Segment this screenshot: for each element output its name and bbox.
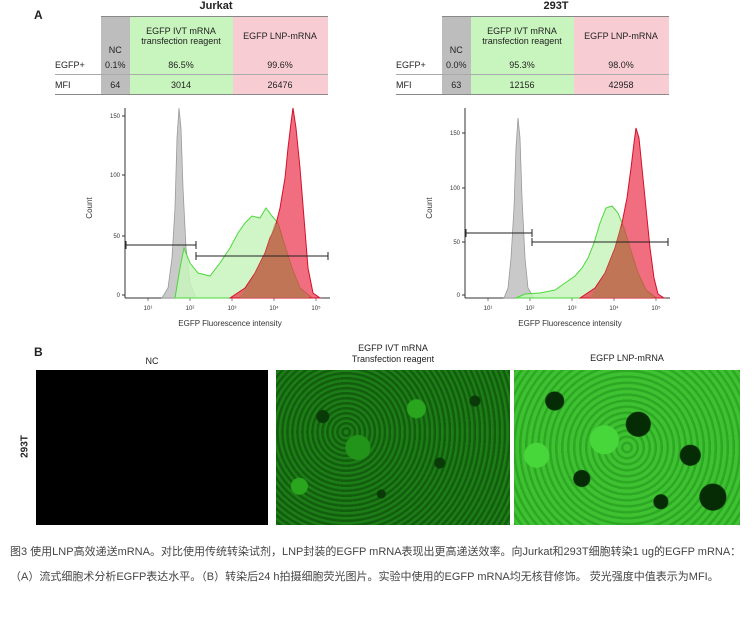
t293-xtick-1: 10¹ — [484, 306, 493, 312]
jurkat-xtick-5: 10⁵ — [311, 305, 321, 312]
t293-stats-table: NC EGFP IVT mRNA transfection reagent EG… — [396, 16, 669, 95]
t293-row-egfp-label: EGFP+ — [396, 59, 426, 70]
image-label-ivt-line2: Transfection reagent — [351, 354, 435, 364]
jurkat-row-egfp-label: EGFP+ — [55, 59, 85, 70]
jurkat-egfp-nc: 0.1% — [101, 55, 130, 75]
jurkat-header-nc: NC — [101, 16, 130, 55]
jurkat-mfi-ivt: 3014 — [129, 74, 233, 95]
jurkat-mfi-nc: 64 — [101, 74, 130, 95]
t293-mfi-nc: 63 — [442, 74, 471, 95]
jurkat-header-lnp: EGFP LNP-mRNA — [232, 16, 328, 55]
t293-egfp-lnp: 98.0% — [573, 55, 669, 75]
image-label-lnp: EGFP LNP-mRNA — [590, 353, 664, 363]
t293-row-mfi-label: MFI — [396, 79, 412, 90]
image-nc — [36, 370, 268, 525]
t293-header-lnp: EGFP LNP-mRNA — [573, 16, 669, 55]
panel-a-label: A — [34, 8, 43, 22]
image-label-ivt: EGFP IVT mRNA Transfection reagent — [276, 343, 510, 365]
image-label-nc: NC — [145, 356, 159, 366]
t293-mfi-lnp: 42958 — [573, 74, 669, 95]
t293-xtick-4: 10⁴ — [609, 305, 619, 312]
jurkat-mfi-lnp: 26476 — [232, 74, 328, 95]
t293-header-ivt: EGFP IVT mRNA transfection reagent — [470, 16, 574, 55]
t293-mfi-ivt: 12156 — [470, 74, 574, 95]
jurkat-xtick-1: 10¹ — [144, 306, 153, 312]
t293-ylabel: Count — [425, 197, 434, 219]
jurkat-header-ivt-line1: EGFP IVT mRNA — [146, 26, 216, 36]
image-ivt — [276, 370, 510, 525]
t293-header-nc: NC — [442, 16, 471, 55]
jurkat-egfp-lnp: 99.6% — [232, 55, 328, 75]
t293-ytick-50: 50 — [453, 240, 460, 246]
row-label-293t-text: 293T — [19, 435, 31, 458]
t293-header-ivt-line1: EGFP IVT mRNA — [487, 26, 557, 36]
jurkat-histogram: 0 50 100 150 10¹ 10² 10³ 10⁴ 10⁵ Count E… — [85, 107, 330, 328]
t293-xlabel: EGFP Fluorescence intensity — [518, 319, 621, 328]
t293-ytick-0: 0 — [457, 293, 461, 299]
figure-caption: 图3 使用LNP高效递送mRNA。对比使用传统转染试剂，LNP封装的EGFP m… — [10, 546, 742, 583]
row-label-293t: 293T — [10, 433, 34, 463]
t293-egfp-ivt: 95.3% — [470, 55, 574, 75]
jurkat-header-ivt-line2: transfection reagent — [141, 36, 221, 46]
t293-ytick-100: 100 — [450, 186, 461, 192]
t293-title: 293T — [543, 0, 569, 12]
image-lnp — [514, 370, 740, 525]
jurkat-header-ivt: EGFP IVT mRNA transfection reagent — [129, 16, 233, 55]
jurkat-title: Jurkat — [199, 0, 233, 12]
t293-header-ivt-line2: transfection reagent — [482, 36, 562, 46]
t293-nc-peak — [503, 117, 535, 299]
jurkat-ytick-50: 50 — [113, 234, 120, 240]
t293-xtick-2: 10² — [526, 306, 535, 312]
t293-xtick-3: 10³ — [568, 306, 577, 312]
t293-xtick-5: 10⁵ — [651, 305, 661, 312]
image-label-ivt-line1: EGFP IVT mRNA — [358, 343, 428, 353]
t293-ytick-150: 150 — [450, 131, 461, 137]
jurkat-xlabel: EGFP Fluorescence intensity — [178, 319, 281, 328]
jurkat-xtick-2: 10² — [186, 306, 195, 312]
t293-histogram: 0 50 100 150 10¹ 10² 10³ 10⁴ 10⁵ Count E… — [425, 108, 670, 328]
jurkat-stats-table: NC EGFP IVT mRNA transfection reagent EG… — [55, 16, 328, 95]
jurkat-xtick-4: 10⁴ — [269, 305, 279, 312]
jurkat-ylabel: Count — [85, 197, 94, 219]
jurkat-xtick-3: 10³ — [228, 306, 237, 312]
panel-b-label: B — [34, 345, 43, 359]
t293-egfp-nc: 0.0% — [442, 55, 471, 75]
jurkat-ytick-100: 100 — [110, 173, 121, 179]
jurkat-ytick-150: 150 — [110, 114, 121, 120]
jurkat-row-mfi-label: MFI — [55, 79, 71, 90]
jurkat-ytick-0: 0 — [117, 293, 121, 299]
jurkat-egfp-ivt: 86.5% — [129, 55, 233, 75]
